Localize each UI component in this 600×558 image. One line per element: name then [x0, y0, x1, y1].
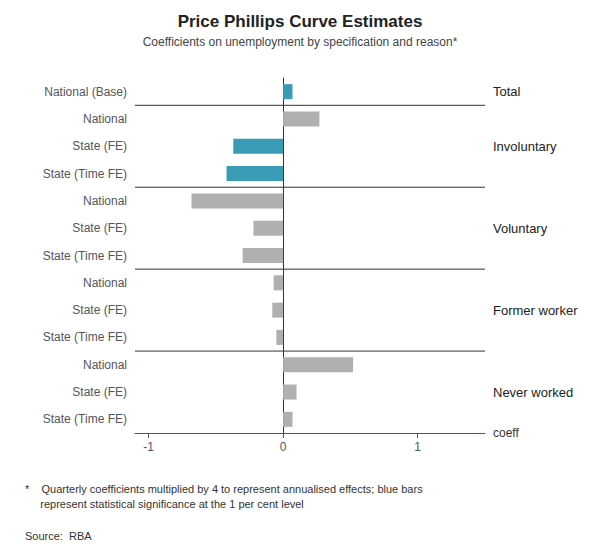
svg-text:State (FE): State (FE)	[72, 139, 127, 153]
svg-text:National: National	[83, 358, 127, 372]
svg-text:-1: -1	[143, 440, 154, 454]
svg-text:Price Phillips Curve Estimates: Price Phillips Curve Estimates	[178, 12, 423, 31]
svg-text:Total: Total	[493, 84, 521, 99]
svg-text:State (FE): State (FE)	[72, 303, 127, 317]
svg-text:State (Time FE): State (Time FE)	[43, 330, 127, 344]
svg-text:Source: RBA: Source: RBA	[25, 530, 92, 542]
svg-text:National: National	[83, 112, 127, 126]
svg-text:National (Base): National (Base)	[44, 85, 127, 99]
svg-text:State (Time FE): State (Time FE)	[43, 167, 127, 181]
svg-text:represent statistical signific: represent statistical significance at th…	[25, 498, 304, 510]
svg-text:State (Time FE): State (Time FE)	[43, 249, 127, 263]
svg-text:Former worker: Former worker	[493, 303, 578, 318]
svg-text:* Quarterly coefficients mu: * Quarterly coefficients multiplied by 4…	[25, 483, 423, 495]
svg-text:1: 1	[414, 440, 421, 454]
svg-text:coeff: coeff	[493, 426, 519, 440]
svg-text:National: National	[83, 194, 127, 208]
svg-text:National: National	[83, 276, 127, 290]
svg-text:Involuntary: Involuntary	[493, 139, 557, 154]
svg-text:Coefficients on unemployment b: Coefficients on unemployment by specific…	[143, 35, 458, 49]
svg-text:Never worked: Never worked	[493, 385, 573, 400]
svg-text:State (Time FE): State (Time FE)	[43, 412, 127, 426]
svg-text:State (FE): State (FE)	[72, 385, 127, 399]
svg-text:Voluntary: Voluntary	[493, 221, 548, 236]
svg-text:State (FE): State (FE)	[72, 221, 127, 235]
svg-text:0: 0	[280, 440, 287, 454]
